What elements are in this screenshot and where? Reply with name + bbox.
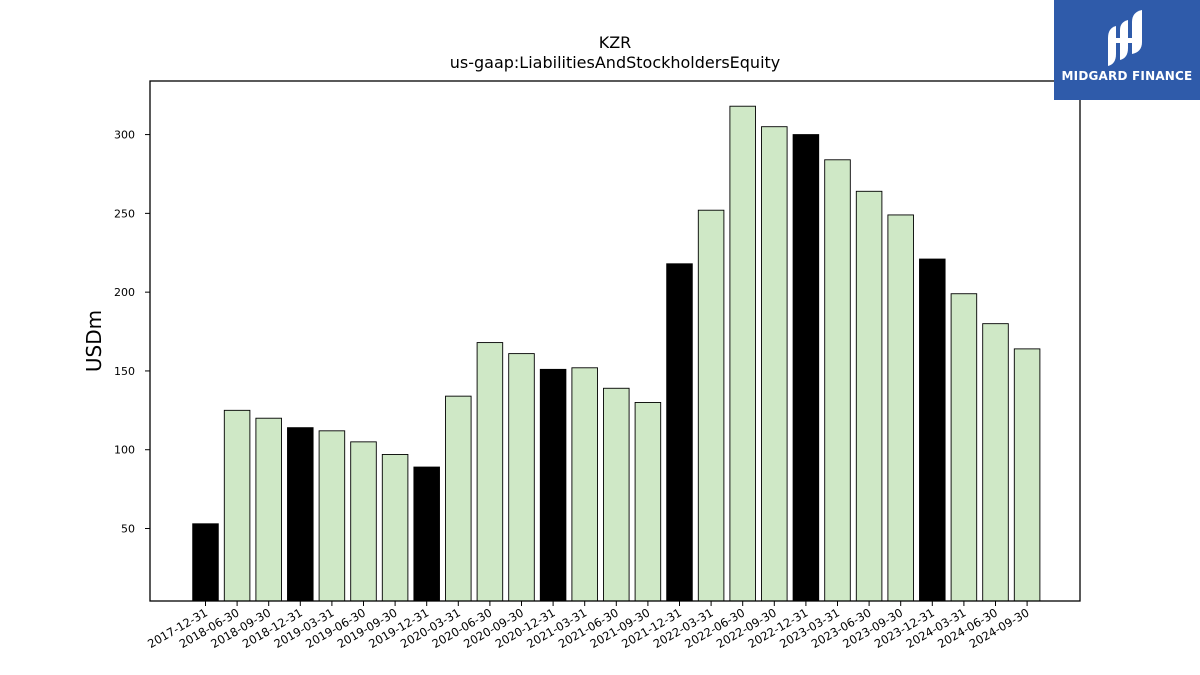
bar-2022-12-31	[792, 134, 820, 602]
bar-2020-03-31	[445, 395, 472, 602]
plot-frame	[149, 80, 1081, 602]
bar-2022-09-30	[761, 126, 788, 602]
logo-text: MIDGARD FINANCE	[1061, 69, 1193, 83]
chart-subtitle: us-gaap:LiabilitiesAndStockholdersEquity	[450, 53, 781, 72]
bar-2020-09-30	[508, 353, 535, 602]
bar-2019-03-31	[318, 430, 346, 602]
x-axis: 2017-12-312018-06-302018-09-302018-12-31…	[145, 601, 1032, 651]
bar-2017-12-31	[192, 523, 219, 602]
bar-2024-03-31	[950, 293, 978, 602]
bar-2019-06-30	[350, 441, 377, 602]
bar-2023-06-30	[855, 190, 883, 602]
midgard-finance-logo: MIDGARD FINANCE	[1054, 0, 1200, 100]
bars-group	[192, 105, 1041, 602]
bar-2023-03-31	[824, 159, 851, 602]
bar-2018-12-31	[287, 427, 314, 602]
bar-2019-09-30	[381, 454, 409, 602]
bar-2021-12-31	[666, 263, 693, 602]
y-tick-label: 300	[114, 129, 135, 142]
bar-2019-12-31	[413, 466, 440, 602]
y-axis: 50 100 150 200 250 300	[114, 129, 150, 536]
y-tick-label: 150	[114, 365, 135, 378]
y-tick-label: 100	[114, 444, 135, 457]
bar-2021-06-30	[603, 387, 630, 602]
bar-2022-06-30	[729, 105, 756, 602]
midgard-logo-icon	[1108, 10, 1142, 66]
y-tick-label: 250	[114, 207, 135, 220]
bar-2024-09-30	[1013, 348, 1041, 602]
bar-2020-12-31	[539, 368, 567, 602]
bar-2023-09-30	[887, 214, 914, 602]
bar-2023-12-31	[919, 258, 946, 602]
y-axis-label: USDm	[82, 310, 106, 372]
chart-title: KZR	[599, 33, 632, 52]
bar-2022-03-31	[697, 209, 725, 602]
bar-2018-06-30	[223, 409, 251, 602]
y-tick-label: 50	[121, 523, 135, 536]
bar-2021-03-31	[571, 367, 598, 602]
bar-2018-09-30	[255, 417, 282, 602]
y-tick-label: 200	[114, 286, 135, 299]
bar-2024-06-30	[982, 323, 1009, 602]
bar-2020-06-30	[476, 342, 504, 602]
bar-2021-09-30	[634, 402, 662, 602]
